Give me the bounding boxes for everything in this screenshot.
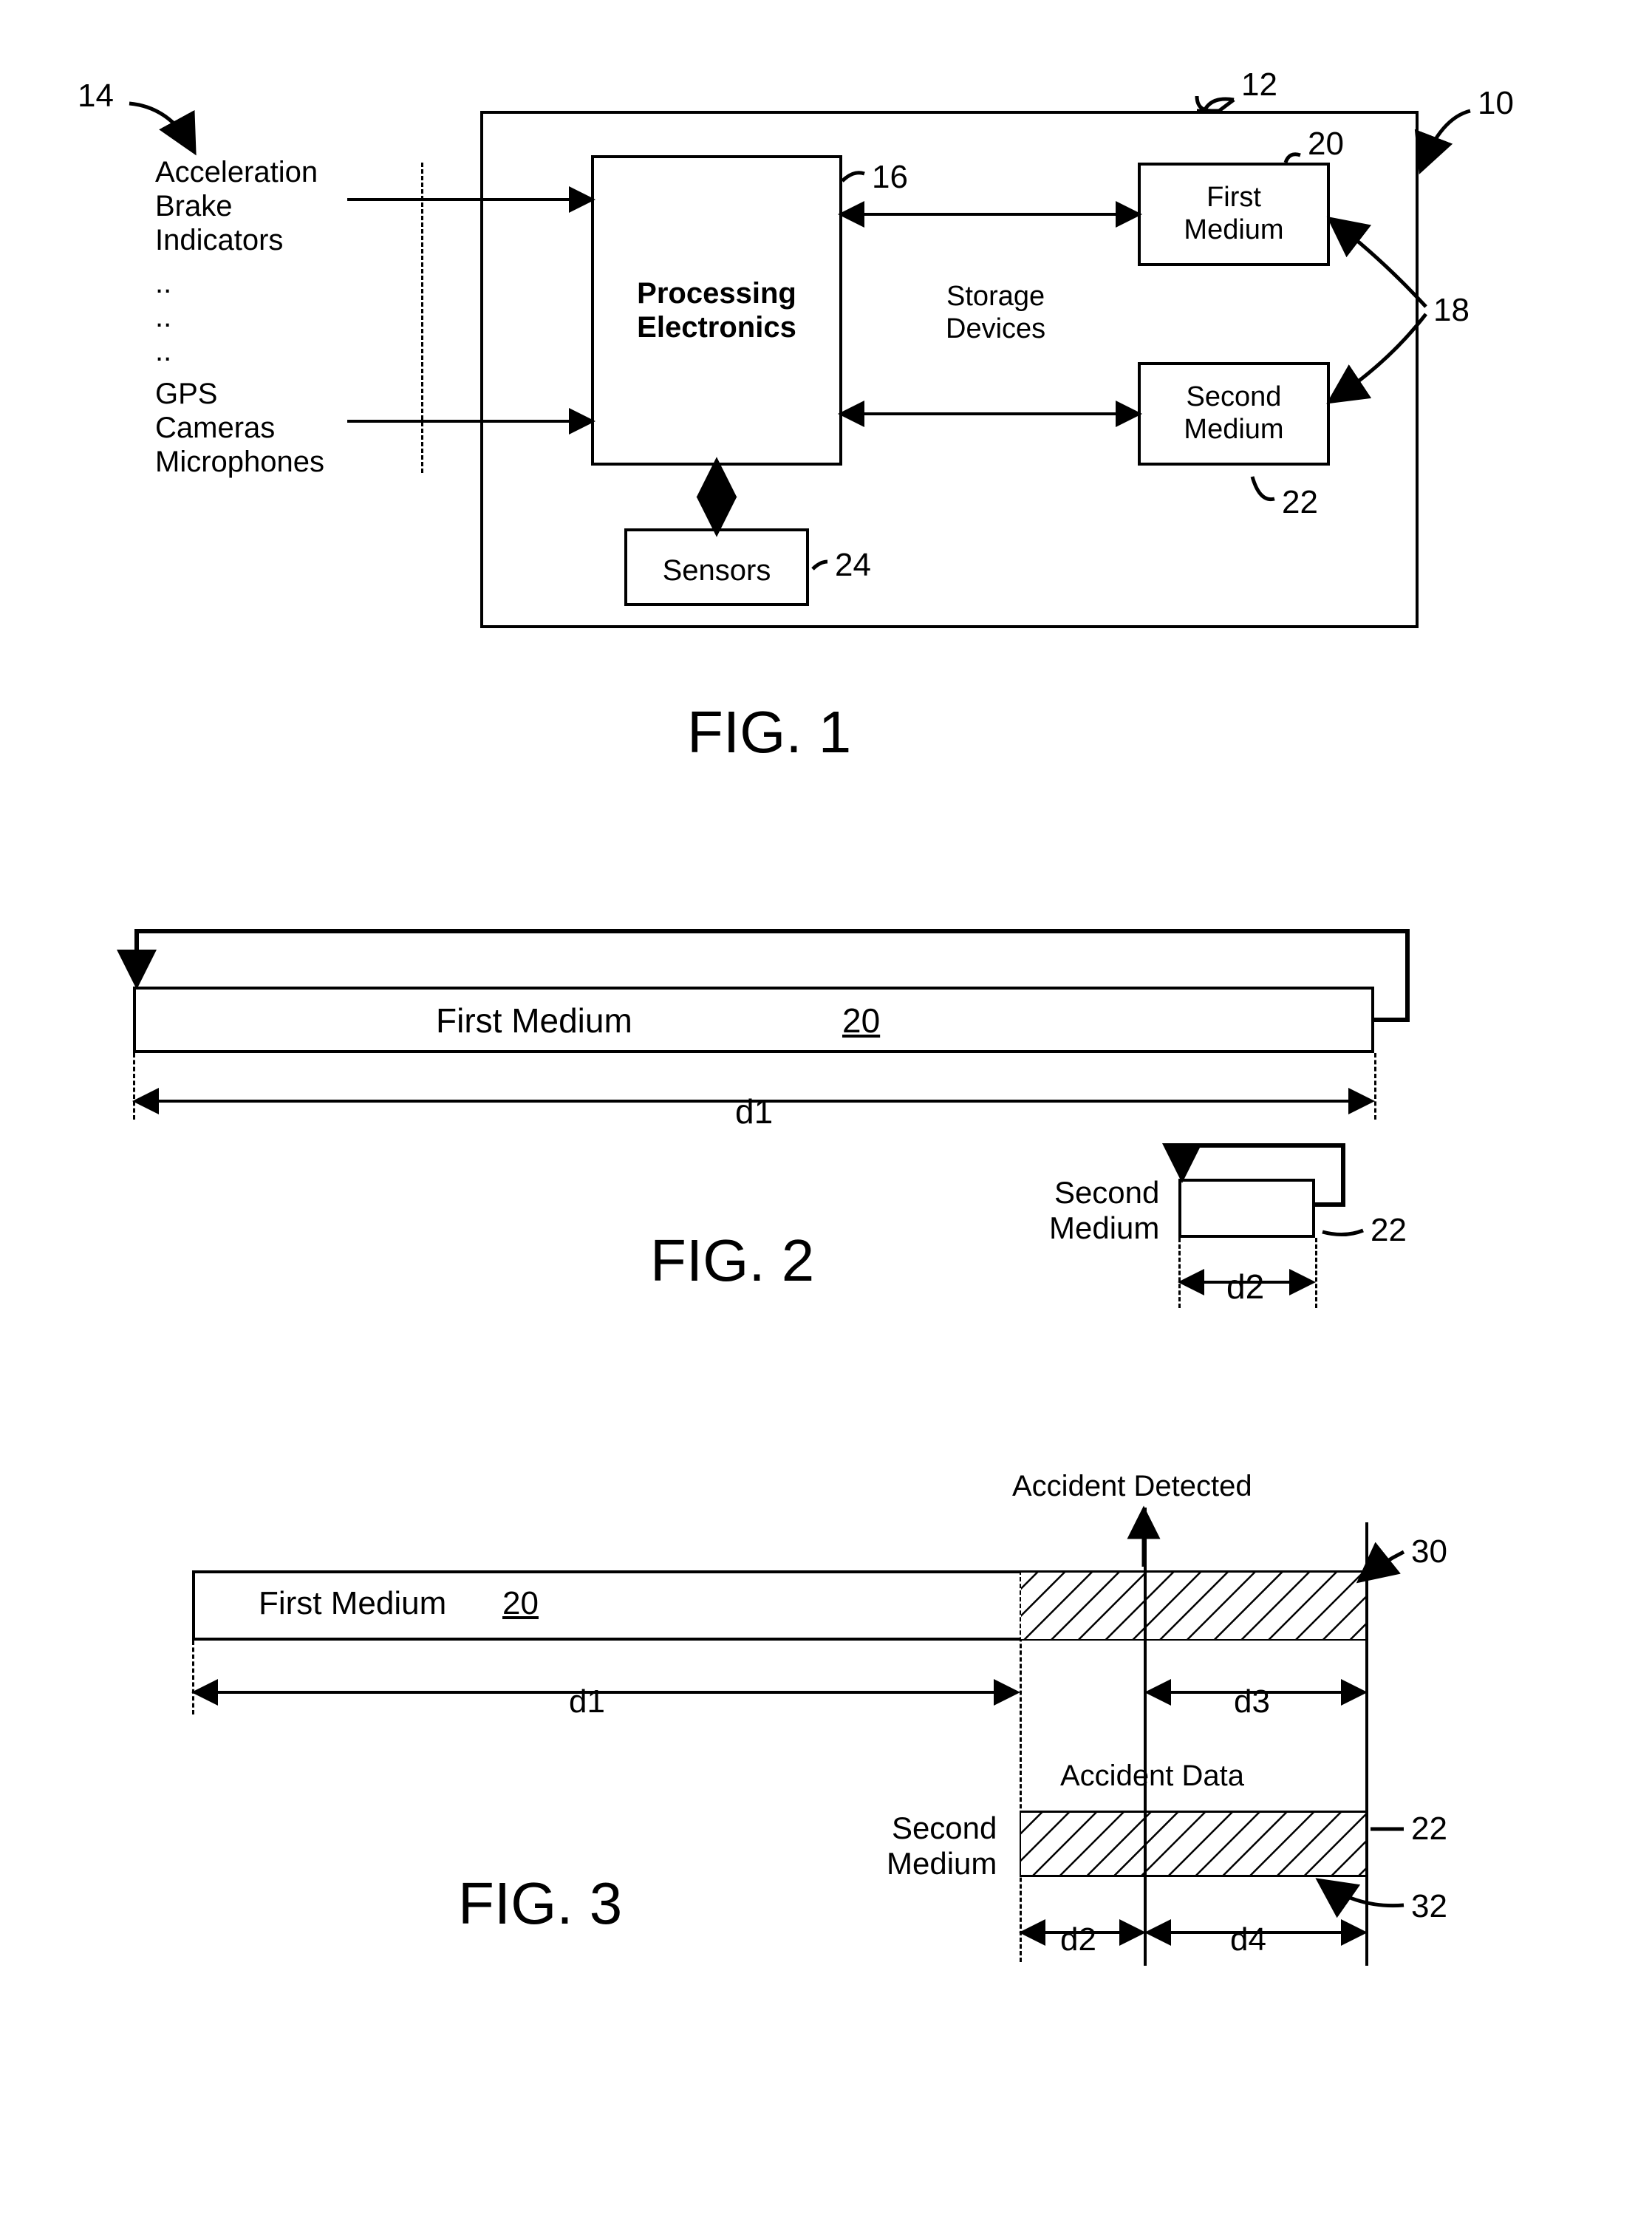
svg-overlay: [0, 0, 1652, 2217]
diagram-stage: Processing Electronics First Medium Seco…: [0, 0, 1652, 2217]
